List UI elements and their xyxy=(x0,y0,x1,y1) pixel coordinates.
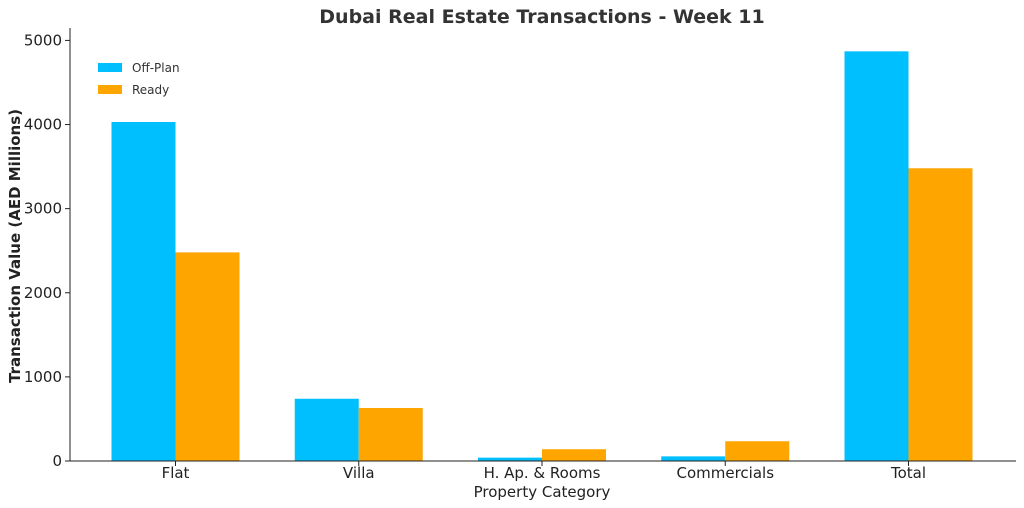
x-tick-label: Total xyxy=(890,464,926,482)
bar-ready-total xyxy=(908,168,973,462)
legend-label-ready: Ready xyxy=(132,83,169,97)
bar-off-plan-h-ap-rooms xyxy=(478,457,542,461)
x-tick-label: Villa xyxy=(343,464,375,482)
bar-ready-villa xyxy=(358,408,423,461)
y-tick-label: 4000 xyxy=(24,116,62,134)
y-tick-label: 0 xyxy=(52,452,62,470)
x-tick-label: Commercials xyxy=(676,464,774,482)
y-axis: 0 1000 2000 3000 4000 5000 xyxy=(24,28,71,470)
legend-swatch-off-plan xyxy=(98,63,122,72)
bar-off-plan-flat xyxy=(111,122,176,461)
chart-title: Dubai Real Estate Transactions - Week 11 xyxy=(319,6,764,28)
bar-off-plan-commercials xyxy=(661,456,726,461)
bars xyxy=(111,51,973,462)
x-tick-label: Flat xyxy=(162,464,190,482)
y-tick-label: 1000 xyxy=(24,368,62,386)
y-tick-label: 5000 xyxy=(24,31,62,49)
bar-off-plan-villa xyxy=(294,398,359,461)
x-axis: Flat Villa H. Ap. & Rooms Commercials Total xyxy=(70,460,1016,482)
x-axis-label: Property Category xyxy=(474,483,611,501)
bar-ready-flat xyxy=(175,252,240,461)
y-axis-label: Transaction Value (AED Millions) xyxy=(6,109,24,383)
legend-label-off-plan: Off-Plan xyxy=(132,61,180,75)
legend-swatch-ready xyxy=(98,85,122,94)
bar-ready-h-ap-rooms xyxy=(542,449,606,461)
bar-off-plan-total xyxy=(844,51,909,462)
legend: Off-Plan Ready xyxy=(98,61,180,97)
y-tick-label: 3000 xyxy=(24,200,62,218)
bar-ready-commercials xyxy=(725,441,790,461)
x-tick-label: H. Ap. & Rooms xyxy=(484,464,601,482)
y-tick-label: 2000 xyxy=(24,284,62,302)
